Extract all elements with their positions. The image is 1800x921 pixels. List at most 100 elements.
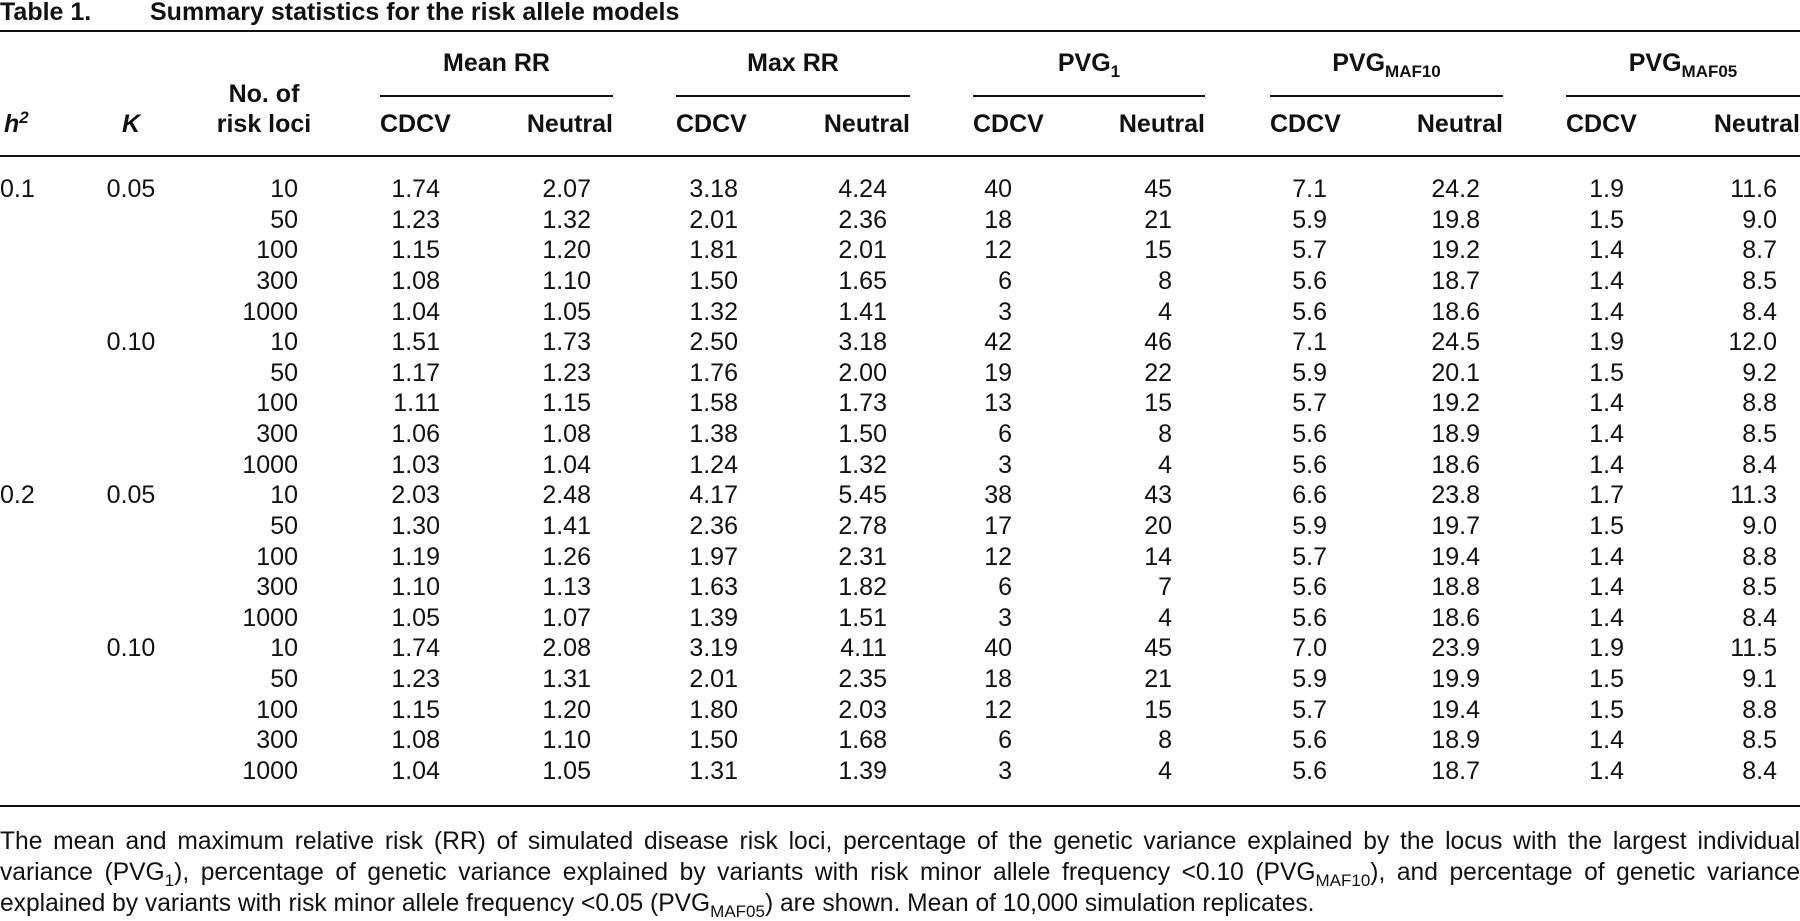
value-cell: 1.13 [542, 573, 591, 602]
subcol-header: Neutral [1713, 110, 1800, 138]
value-cell: 1.19 [391, 542, 440, 571]
value-cell: 2.01 [689, 205, 738, 234]
value-cell: 8.7 [1742, 236, 1777, 265]
k-cell: 0.05 [106, 481, 156, 510]
table-label: Table 1. [0, 0, 92, 26]
value-cell: 19.2 [1431, 236, 1480, 265]
value-cell: 1.04 [391, 756, 440, 785]
value-cell: 4.24 [838, 175, 887, 203]
value-cell: 1.23 [391, 205, 440, 234]
value-cell: 1.17 [391, 358, 440, 387]
value-cell: 5.6 [1292, 297, 1327, 326]
value-cell: 3.19 [689, 634, 738, 663]
value-cell: 1.97 [689, 542, 738, 571]
value-cell: 2.00 [838, 358, 887, 387]
value-cell: 2.36 [838, 205, 887, 234]
value-cell: 5.6 [1292, 266, 1327, 295]
value-cell: 45 [1144, 175, 1172, 203]
value-cell: 1.74 [391, 634, 440, 663]
value-cell: 45 [1144, 634, 1172, 663]
value-cell: 1.50 [838, 420, 887, 449]
value-cell: 20 [1144, 511, 1172, 540]
group-underline [973, 95, 1205, 97]
value-cell: 8.5 [1742, 420, 1777, 449]
value-cell: 18.9 [1431, 420, 1480, 449]
value-cell: 1.23 [542, 358, 591, 387]
value-cell: 2.03 [838, 695, 887, 724]
loci-cell: 300 [256, 573, 298, 602]
footnote-subscript: MAF10 [1315, 871, 1371, 890]
value-cell: 1.4 [1589, 266, 1624, 295]
value-cell: 1.4 [1589, 420, 1624, 449]
value-cell: 2.07 [542, 175, 591, 203]
loci-cell: 300 [256, 420, 298, 449]
value-cell: 8 [1158, 726, 1172, 755]
value-cell: 2.03 [391, 481, 440, 510]
value-cell: 1.39 [838, 756, 887, 785]
value-cell: 1.4 [1589, 297, 1624, 326]
k-header: K [121, 110, 141, 138]
footnote-text: The mean and maximum relative risk (RR) … [0, 828, 1800, 886]
group-subscript: MAF10 [1385, 62, 1441, 81]
value-cell: 8.4 [1742, 756, 1777, 785]
loci-cell: 100 [256, 389, 298, 418]
value-cell: 1.32 [689, 297, 738, 326]
k-cell: 0.10 [106, 634, 156, 663]
footnote-text: ), and percentage of genetic variance ex… [0, 859, 1800, 917]
value-cell: 11.3 [1730, 481, 1777, 510]
value-cell: 8.5 [1742, 726, 1777, 755]
value-cell: 1.15 [391, 695, 440, 724]
subcol-header: CDCV [1566, 110, 1637, 138]
loci-cell: 1000 [242, 450, 298, 479]
value-cell: 9.0 [1742, 205, 1777, 234]
value-cell: 1.76 [689, 358, 738, 387]
subcol-header: CDCV [380, 110, 451, 138]
value-cell: 2.08 [542, 634, 591, 663]
group-header: Mean RR [443, 49, 550, 77]
bottom-rule [0, 805, 1800, 807]
loci-cell: 1000 [242, 603, 298, 632]
value-cell: 1.15 [391, 236, 440, 265]
value-cell: 1.9 [1589, 634, 1624, 663]
value-cell: 5.7 [1292, 236, 1327, 265]
value-cell: 1.4 [1589, 542, 1624, 571]
group-underline [1566, 95, 1800, 97]
value-cell: 9.0 [1742, 511, 1777, 540]
value-cell: 1.65 [838, 266, 887, 295]
value-cell: 4 [1158, 450, 1172, 479]
value-cell: 1.06 [391, 420, 440, 449]
value-cell: 1.63 [689, 573, 738, 602]
top-rule [0, 30, 1800, 32]
value-cell: 2.36 [689, 511, 738, 540]
value-cell: 7 [1158, 573, 1172, 602]
value-cell: 2.50 [689, 328, 738, 357]
value-cell: 1.4 [1589, 573, 1624, 602]
value-cell: 2.78 [838, 511, 887, 540]
group-underline [676, 95, 910, 97]
loci-cell: 1000 [242, 297, 298, 326]
value-cell: 24.2 [1431, 175, 1480, 203]
value-cell: 1.08 [391, 726, 440, 755]
value-cell: 42 [984, 328, 1012, 357]
loci-cell: 1000 [242, 756, 298, 785]
footnote-subscript: MAF05 [710, 902, 765, 921]
value-cell: 19.8 [1431, 205, 1480, 234]
loci-cell: 10 [270, 328, 298, 357]
value-cell: 6 [998, 573, 1012, 602]
value-cell: 40 [984, 634, 1012, 663]
loci-cell: 50 [270, 205, 298, 234]
value-cell: 19.7 [1431, 511, 1480, 540]
value-cell: 1.50 [689, 726, 738, 755]
value-cell: 43 [1144, 481, 1172, 510]
value-cell: 1.5 [1589, 695, 1624, 724]
value-cell: 17 [984, 511, 1012, 540]
value-cell: 15 [1144, 389, 1172, 418]
value-cell: 1.82 [838, 573, 887, 602]
group-header: PVGMAF10 [1332, 49, 1441, 81]
subcol-header: Neutral [1118, 110, 1205, 138]
value-cell: 13 [984, 389, 1012, 418]
h2-header: h2 [4, 108, 29, 138]
value-cell: 1.74 [391, 175, 440, 203]
h2-superscript: 2 [19, 108, 29, 127]
value-cell: 18.9 [1431, 726, 1480, 755]
